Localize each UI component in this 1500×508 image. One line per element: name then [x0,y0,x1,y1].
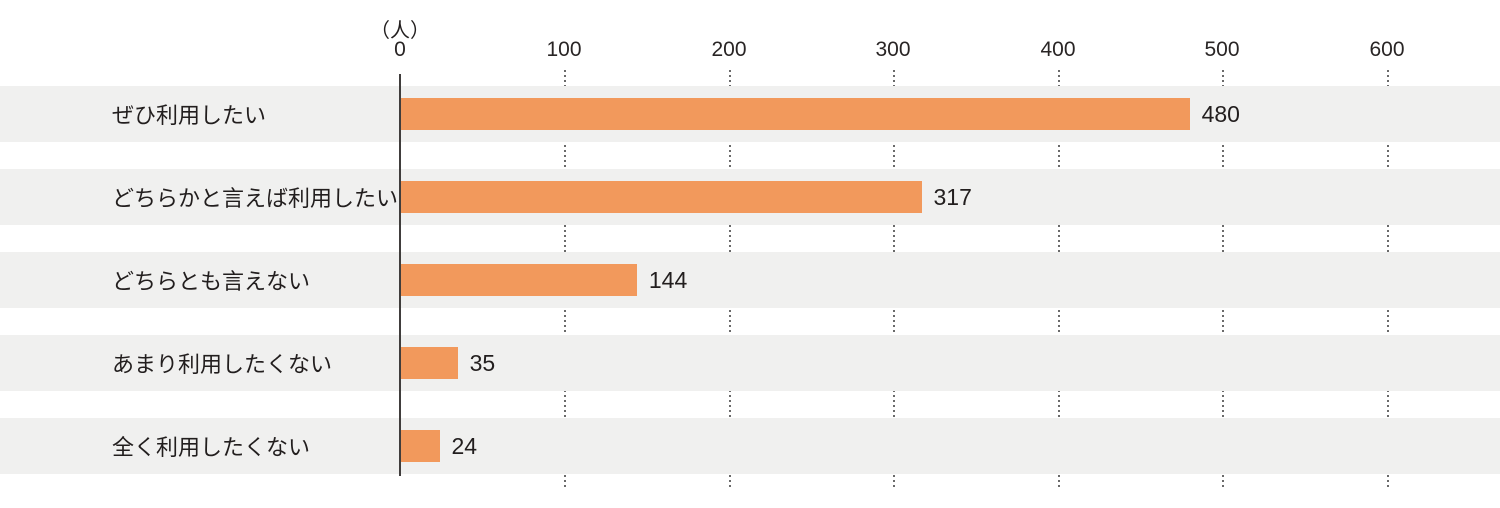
value-label: 35 [469,349,496,376]
chart-row: 全く利用したくない 24 [0,418,1500,474]
chart-rows: ぜひ利用したい 480 どちらかと言えば利用したい 317 どちらとも言えない … [0,86,1500,501]
chart-row: あまり利用したくない 35 [0,335,1500,391]
value-label: 480 [1201,100,1240,127]
axis-tick-label-0: 0 [394,38,406,61]
category-label: どちらかと言えば利用したい [112,186,399,211]
value-label: 24 [451,432,478,459]
axis-tick-label-500: 500 [1204,38,1240,61]
axis-tick-label-300: 300 [875,38,911,61]
axis-unit-label: （人） [370,20,430,42]
chart-row: ぜひ利用したい 480 [0,86,1500,142]
axis-tick-label-400: 400 [1040,38,1076,61]
chart-row: どちらかと言えば利用したい 317 [0,169,1500,225]
value-label: 144 [648,266,688,293]
category-label: あまり利用したくない [112,352,333,377]
chart-row: どちらとも言えない 144 [0,252,1500,308]
category-label: ぜひ利用したい [112,103,267,128]
axis-tick-label-100: 100 [546,38,582,61]
category-label: どちらとも言えない [112,269,311,294]
bar [400,264,637,296]
value-label: 317 [933,183,972,210]
bar-track: 35 [400,347,495,379]
category-label: 全く利用したくない [112,435,311,460]
bar-track: 480 [400,98,1240,130]
bar-track: 144 [400,264,687,296]
bar [400,181,922,213]
bar [400,430,440,462]
bar [400,98,1190,130]
bar-track: 317 [400,181,972,213]
axis-tick-label-600: 600 [1369,38,1405,61]
axis-zero-line [399,74,401,476]
bar-track: 24 [400,430,477,462]
bar [400,347,458,379]
axis-tick-label-200: 200 [711,38,747,61]
